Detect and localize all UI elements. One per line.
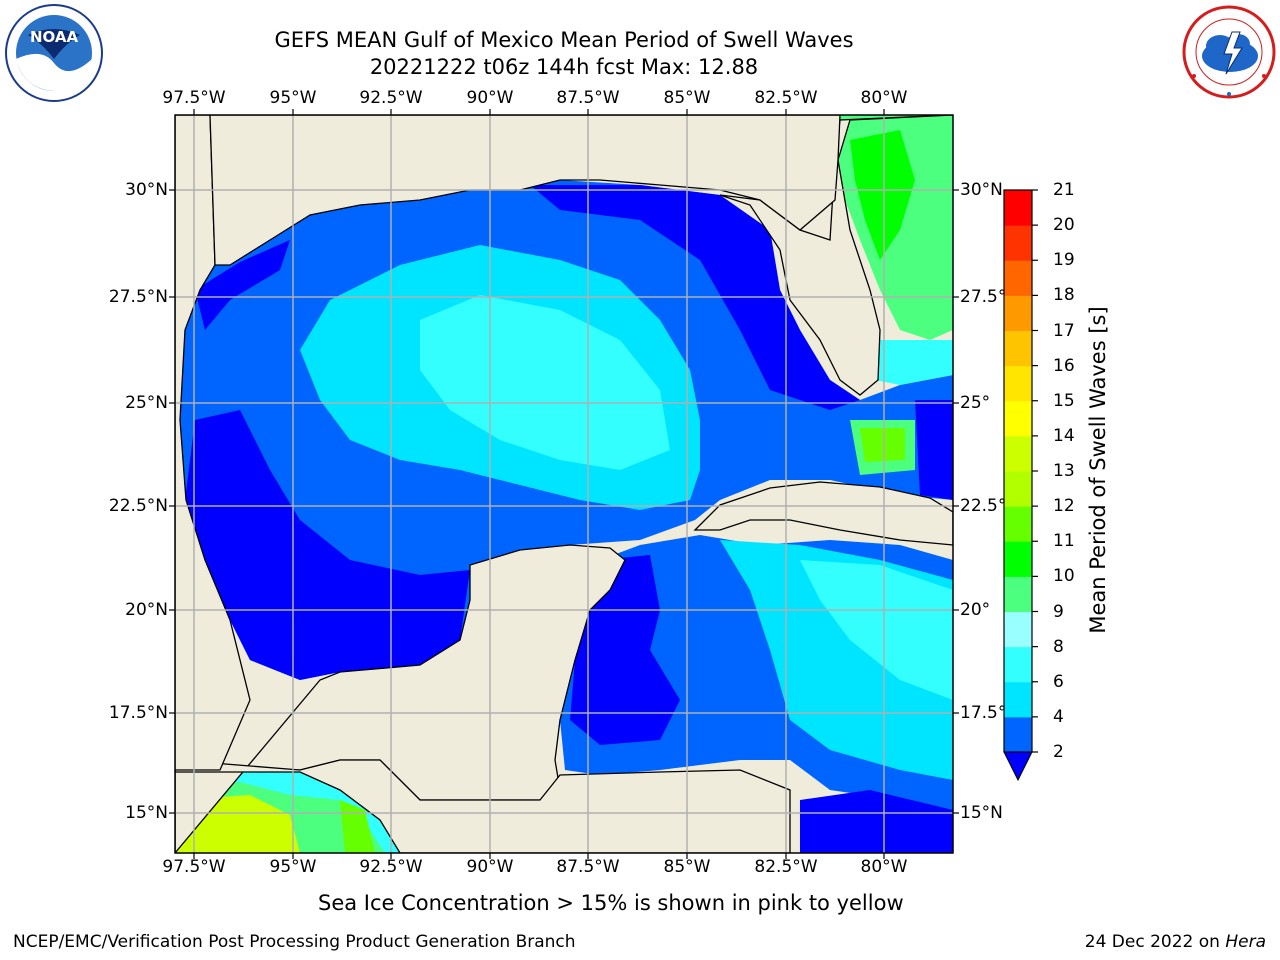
lon-label-top: 90°W: [466, 88, 514, 108]
colorbar: [1003, 189, 1038, 782]
lat-label-left: 20°N: [125, 600, 168, 620]
caribbean-south-deep: [800, 790, 953, 853]
footer-host: Hera: [1225, 932, 1266, 952]
florida-land: [719, 115, 953, 396]
colorbar-tick-label: 14: [1053, 425, 1075, 446]
bahamas-bright: [860, 428, 905, 462]
lat-label-left: 17.5°N: [108, 703, 168, 723]
colorbar-tick-label: 4: [1053, 706, 1064, 727]
colorbar-tick-label: 9: [1053, 601, 1064, 622]
colorbar-tick-label: 6: [1053, 671, 1064, 692]
lon-label-bottom: 95°W: [269, 857, 317, 877]
lat-label-left: 30°N: [125, 180, 168, 200]
atlantic-east-blue: [915, 400, 953, 500]
lon-label-bottom: 92.5°W: [359, 857, 423, 877]
colorbar-tick-label: 19: [1053, 250, 1075, 271]
lat-label-left: 22.5°N: [108, 496, 168, 516]
colorbar-extend-min: [1003, 751, 1033, 782]
colorbar-tick-label: 11: [1053, 531, 1075, 552]
nws-logo: [1182, 5, 1276, 99]
colorbar-segment: [1004, 506, 1032, 542]
colorbar-segment: [1004, 295, 1032, 331]
lat-label-right: 20°N: [960, 600, 1003, 620]
lat-label-right: 15°N: [960, 803, 1003, 823]
colorbar-segment: [1004, 716, 1032, 753]
lat-label-right: 30°N: [960, 180, 1003, 200]
colorbar-tick-label: 13: [1053, 461, 1075, 481]
colorbar-segment: [1004, 611, 1032, 648]
sea-ice-note: Sea Ice Concentration > 15% is shown in …: [318, 891, 904, 915]
map-frame: [174, 114, 954, 854]
lat-label-left: 27.5°N: [108, 287, 168, 307]
colorbar-tick-label: 21: [1053, 180, 1075, 200]
colorbar-segment: [1004, 681, 1032, 718]
lat-label-left: 25°N: [125, 393, 168, 413]
cuba-land: [693, 481, 953, 546]
gulf-deep-nw: [195, 240, 290, 330]
lat-label-right: 22.5°N: [960, 496, 1020, 516]
colorbar-tick-label: 8: [1053, 636, 1064, 657]
colorbar-segment: [1004, 225, 1032, 261]
colorbar-segment: [1004, 260, 1032, 296]
footer-branch: NCEP/EMC/Verification Post Processing Pr…: [13, 932, 576, 952]
lon-label-top: 80°W: [860, 88, 908, 108]
map-grid: [175, 115, 953, 853]
colorbar-segment: [1004, 330, 1032, 367]
footer-date-text: 24 Dec 2022 on: [1084, 932, 1226, 952]
colorbar-segment: [1004, 541, 1032, 577]
gulf-deep-west: [185, 410, 470, 680]
colorbar-segment: [1004, 646, 1032, 683]
colorbar-label: Mean Period of Swell Waves [s]: [1086, 306, 1110, 634]
noaa-logo: NOAA: [5, 4, 103, 102]
atlantic-bright-green: [850, 130, 915, 260]
lon-label-top: 82.5°W: [754, 88, 818, 108]
lon-label-bottom: 80°W: [860, 857, 908, 877]
us-land: [209, 115, 841, 266]
lon-label-bottom: 82.5°W: [754, 857, 818, 877]
footer-date: 24 Dec 2022 on Hera: [1085, 932, 1266, 952]
lat-label-right: 17.5°N: [960, 703, 1020, 723]
lon-label-bottom: 85°W: [663, 857, 711, 877]
colorbar-tick-label: 20: [1053, 215, 1075, 236]
colorbar-tick-label: 2: [1053, 742, 1064, 762]
lon-label-top: 97.5°W: [162, 88, 226, 108]
lon-label-top: 85°W: [663, 88, 711, 108]
lon-label-bottom: 87.5°W: [556, 857, 620, 877]
colorbar-segment: [1004, 400, 1032, 437]
central-america-land: [175, 759, 791, 853]
lon-label-bottom: 97.5°W: [162, 857, 226, 877]
colorbar-segment: [1004, 471, 1032, 507]
chart-subtitle: 20221222 t06z 144h fcst Max: 12.88: [369, 55, 759, 79]
lon-label-top: 92.5°W: [359, 88, 423, 108]
colorbar-tick-label: 12: [1053, 496, 1075, 517]
colorbar-segment: [1004, 365, 1032, 402]
gulf-light-center: [420, 295, 670, 470]
colorbar-segment: [1004, 576, 1032, 612]
lon-label-top: 95°W: [269, 88, 317, 108]
lon-label-top: 87.5°W: [556, 88, 620, 108]
lat-label-left: 15°N: [125, 803, 168, 823]
colorbar-tick-label: 15: [1053, 390, 1075, 411]
colorbar-tick-label: 16: [1053, 355, 1075, 376]
lat-label-right: 25°N: [960, 393, 1003, 413]
colorbar-segment: [1004, 435, 1032, 472]
lat-label-right: 27.5°N: [960, 287, 1020, 307]
chart-title: GEFS MEAN Gulf of Mexico Mean Period of …: [274, 28, 854, 52]
atlantic-cyan: [875, 340, 953, 385]
caribbean-light: [800, 560, 953, 700]
colorbar-tick-label: 17: [1053, 320, 1075, 341]
colorbar-tick-label: 18: [1053, 285, 1075, 306]
gulf-deep-north: [530, 185, 860, 410]
colorbar-tick-label: 10: [1053, 566, 1075, 587]
lon-label-bottom: 90°W: [466, 857, 514, 877]
colorbar-segment: [1004, 190, 1032, 226]
noaa-logo-text: NOAA: [30, 28, 79, 46]
